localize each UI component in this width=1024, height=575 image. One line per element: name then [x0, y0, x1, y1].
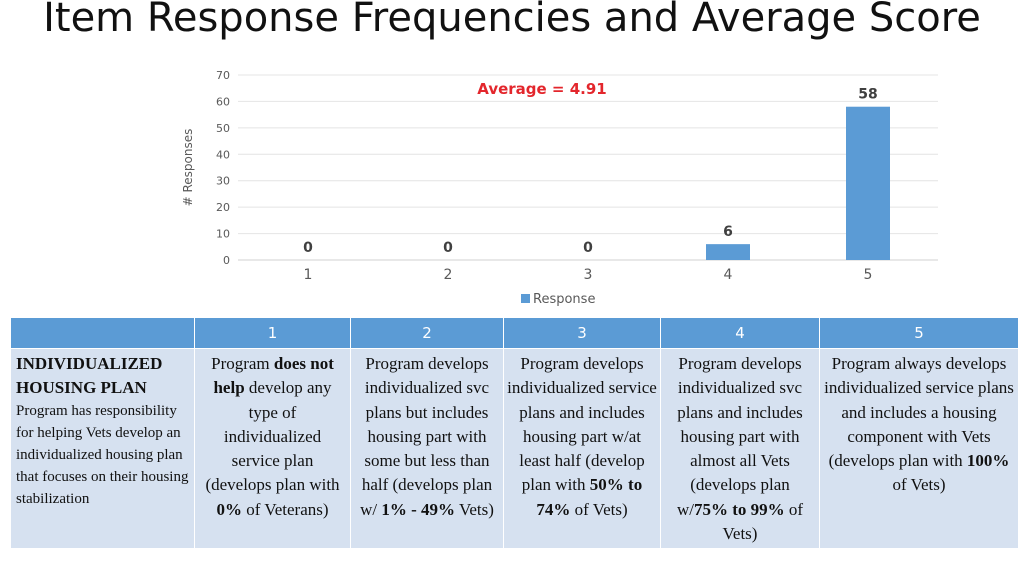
y-tick-label: 0 — [223, 254, 230, 267]
x-tick-label: 1 — [304, 267, 313, 283]
rubric-header-2: 2 — [350, 317, 504, 349]
y-tick-label: 10 — [216, 228, 230, 241]
x-tick-label: 4 — [724, 267, 733, 283]
level-1-bold-2: 0% — [216, 499, 242, 519]
level-4-bold: 75% to 99% — [693, 499, 785, 519]
bar — [706, 244, 750, 260]
x-tick-label: 2 — [444, 267, 453, 283]
average-label: Average = 4.91 — [477, 80, 607, 98]
criterion-title: INDIVIDUALIZED HOUSING PLAN — [16, 354, 163, 397]
rubric-header-blank — [10, 317, 195, 349]
level-2-text-2: Vets) — [455, 499, 494, 519]
level-5-text-2: of Vets) — [892, 475, 946, 495]
data-label: 6 — [723, 224, 733, 240]
rubric-header-3: 3 — [503, 317, 661, 349]
level-2-bold: 1% - 49% — [381, 499, 456, 519]
legend-swatch — [521, 294, 530, 303]
level-1-text-3: of Veterans) — [241, 499, 329, 519]
level-5-text: Program always develops individualized s… — [824, 354, 1014, 471]
level-4-cell: Program develops individualized svc plan… — [660, 347, 820, 550]
level-1-cell: Program does not help develop any type o… — [194, 347, 351, 550]
legend-label: Response — [533, 292, 595, 307]
rubric-table: 1 2 3 4 5 INDIVIDUALIZED HOUSING PLAN Pr… — [10, 317, 1019, 550]
level-4-text: Program develops individualized svc plan… — [676, 354, 803, 519]
y-tick-label: 40 — [216, 148, 230, 161]
rubric-header-row: 1 2 3 4 5 — [10, 317, 1019, 349]
data-label: 0 — [583, 240, 593, 256]
level-3-text-2: of Vets) — [570, 499, 628, 519]
level-5-bold: 100% — [966, 451, 1010, 471]
y-tick-label: 50 — [216, 122, 230, 135]
y-tick-label: 20 — [216, 201, 230, 214]
data-label: 0 — [443, 240, 453, 256]
criterion-description: Program has responsibility for helping V… — [16, 403, 189, 507]
level-3-text: Program develops individualized service … — [507, 354, 657, 495]
y-tick-label: 60 — [216, 95, 230, 108]
level-2-cell: Program develops individualized svc plan… — [350, 347, 504, 550]
criterion-cell: INDIVIDUALIZED HOUSING PLAN Program has … — [10, 347, 195, 550]
level-3-cell: Program develops individualized service … — [503, 347, 661, 550]
level-1-text-2: develop any type of individualized servi… — [205, 378, 340, 495]
level-1-bold: does not help — [213, 354, 334, 398]
rubric-header-4: 4 — [660, 317, 820, 349]
y-tick-label: 70 — [216, 69, 230, 82]
rubric-header-1: 1 — [194, 317, 351, 349]
y-axis-label: # Responses — [181, 129, 195, 207]
slide-title: Item Response Frequencies and Average Sc… — [43, 0, 981, 41]
level-5-cell: Program always develops individualized s… — [819, 347, 1019, 550]
level-4-text-2: of Vets) — [722, 499, 804, 544]
x-tick-label: 5 — [864, 267, 873, 283]
bar — [846, 106, 890, 260]
data-label: 0 — [303, 240, 313, 256]
level-2-text: Program develops individualized svc plan… — [360, 354, 493, 519]
x-tick-label: 3 — [584, 267, 593, 283]
bar-chart: 0 10 20 30 40 50 60 70 # Responses 0 1 0 2 0 3 6 4 58 5 Res… — [175, 62, 965, 317]
data-label: 58 — [858, 87, 877, 103]
level-3-bold: 50% to 74% — [536, 475, 643, 519]
y-tick-label: 30 — [216, 175, 230, 188]
rubric-header-5: 5 — [819, 317, 1019, 349]
level-1-text: Program — [211, 354, 274, 373]
rubric-row: INDIVIDUALIZED HOUSING PLAN Program has … — [10, 347, 1019, 550]
